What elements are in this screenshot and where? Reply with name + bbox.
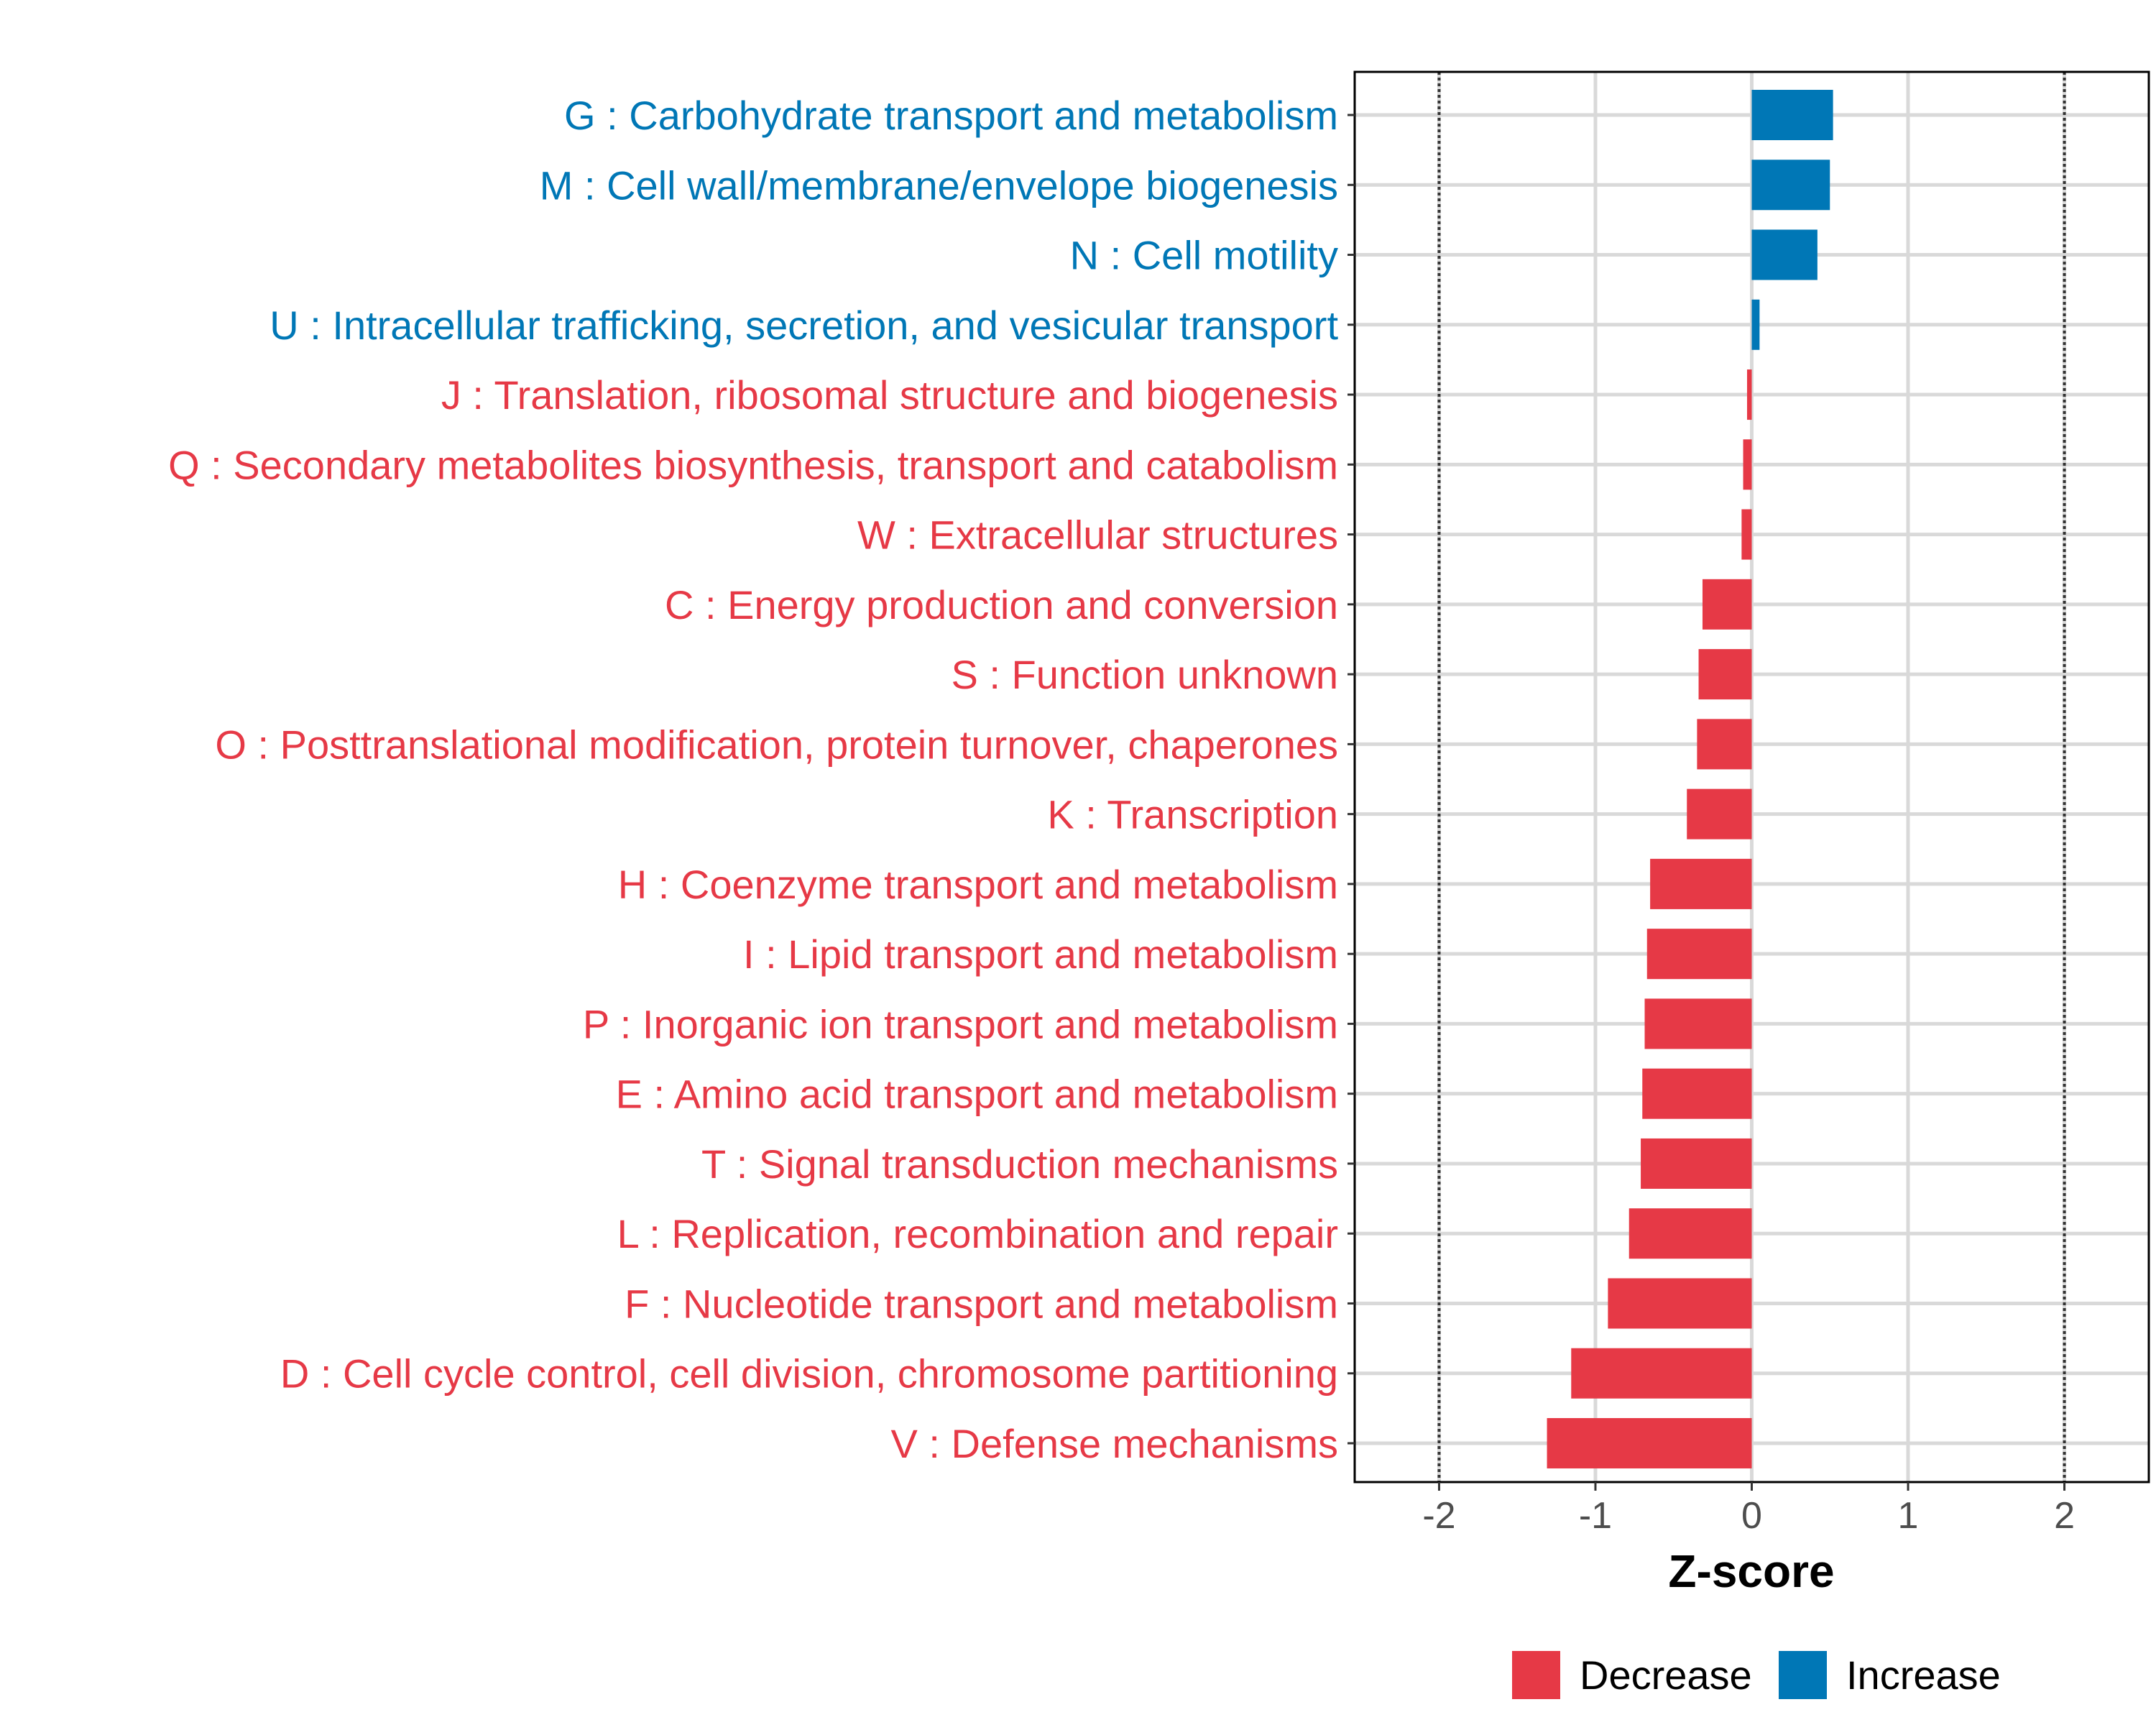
category-label: O : Posttranslational modification, prot… <box>215 722 1338 767</box>
category-label: W : Extracellular structures <box>857 512 1338 558</box>
bar-decrease <box>1697 719 1752 770</box>
bars <box>1547 89 1833 1469</box>
x-tick-label: -1 <box>1579 1495 1612 1537</box>
category-label: C : Energy production and conversion <box>665 582 1338 627</box>
legend-label: Decrease <box>1580 1652 1752 1698</box>
category-labels: G : Carbohydrate transport and metabolis… <box>168 93 1355 1466</box>
bar-decrease <box>1644 998 1752 1049</box>
bar-decrease <box>1628 1208 1752 1259</box>
category-label: T : Signal transduction mechanisms <box>701 1141 1338 1187</box>
x-tick-label: 1 <box>1898 1495 1919 1537</box>
x-tick-label: 2 <box>2054 1495 2075 1537</box>
bar-decrease <box>1650 858 1752 909</box>
bar-decrease <box>1547 1417 1752 1469</box>
bar-decrease <box>1741 509 1752 560</box>
category-label: E : Amino acid transport and metabolism <box>616 1072 1338 1117</box>
category-label: D : Cell cycle control, cell division, c… <box>280 1351 1338 1397</box>
legend: Decrease Increase <box>1512 1651 2001 1699</box>
grid <box>1355 72 2149 1482</box>
bar-increase <box>1751 160 1830 211</box>
x-axis-title: Z-score <box>1668 1545 1834 1597</box>
category-label: Q : Secondary metabolites biosynthesis, … <box>168 442 1338 487</box>
bar-decrease <box>1646 929 1752 980</box>
bar-decrease <box>1571 1348 1752 1399</box>
bar-decrease <box>1608 1278 1752 1329</box>
category-label: F : Nucleotide transport and metabolism <box>625 1281 1338 1326</box>
bar-decrease <box>1702 579 1752 630</box>
category-label: G : Carbohydrate transport and metabolis… <box>564 93 1338 138</box>
category-label: I : Lipid transport and metabolism <box>743 932 1338 977</box>
category-label: J : Translation, ribosomal structure and… <box>441 372 1338 418</box>
category-label: S : Function unknown <box>951 652 1338 697</box>
bar-decrease <box>1641 1138 1752 1189</box>
category-label: N : Cell motility <box>1070 233 1338 278</box>
legend-key-decrease <box>1512 1651 1560 1699</box>
bar-decrease <box>1698 649 1752 700</box>
category-label: V : Defense mechanisms <box>891 1421 1338 1466</box>
category-label: M : Cell wall/membrane/envelope biogenes… <box>540 162 1338 208</box>
legend-label: Increase <box>1846 1652 2001 1698</box>
x-tick-label: -2 <box>1422 1495 1455 1537</box>
x-tick-label: 0 <box>1741 1495 1762 1537</box>
category-label: P : Inorganic ion transport and metaboli… <box>583 1001 1338 1046</box>
reference-lines <box>1437 72 2066 1482</box>
bar-decrease <box>1746 369 1752 420</box>
bar-decrease <box>1642 1068 1752 1119</box>
bar-decrease <box>1743 439 1752 490</box>
category-label: K : Transcription <box>1047 792 1338 837</box>
category-label: L : Replication, recombination and repai… <box>617 1211 1338 1256</box>
bar-increase <box>1751 229 1818 280</box>
category-label: H : Coenzyme transport and metabolism <box>618 862 1338 907</box>
bar-increase <box>1751 89 1833 141</box>
category-label: U : Intracellular trafficking, secretion… <box>270 303 1338 348</box>
x-axis-ticks: -2 -1 0 1 2 <box>1422 1482 2075 1537</box>
bar-decrease <box>1687 788 1752 840</box>
bar-increase <box>1751 299 1760 350</box>
legend-key-increase <box>1779 1651 1827 1699</box>
